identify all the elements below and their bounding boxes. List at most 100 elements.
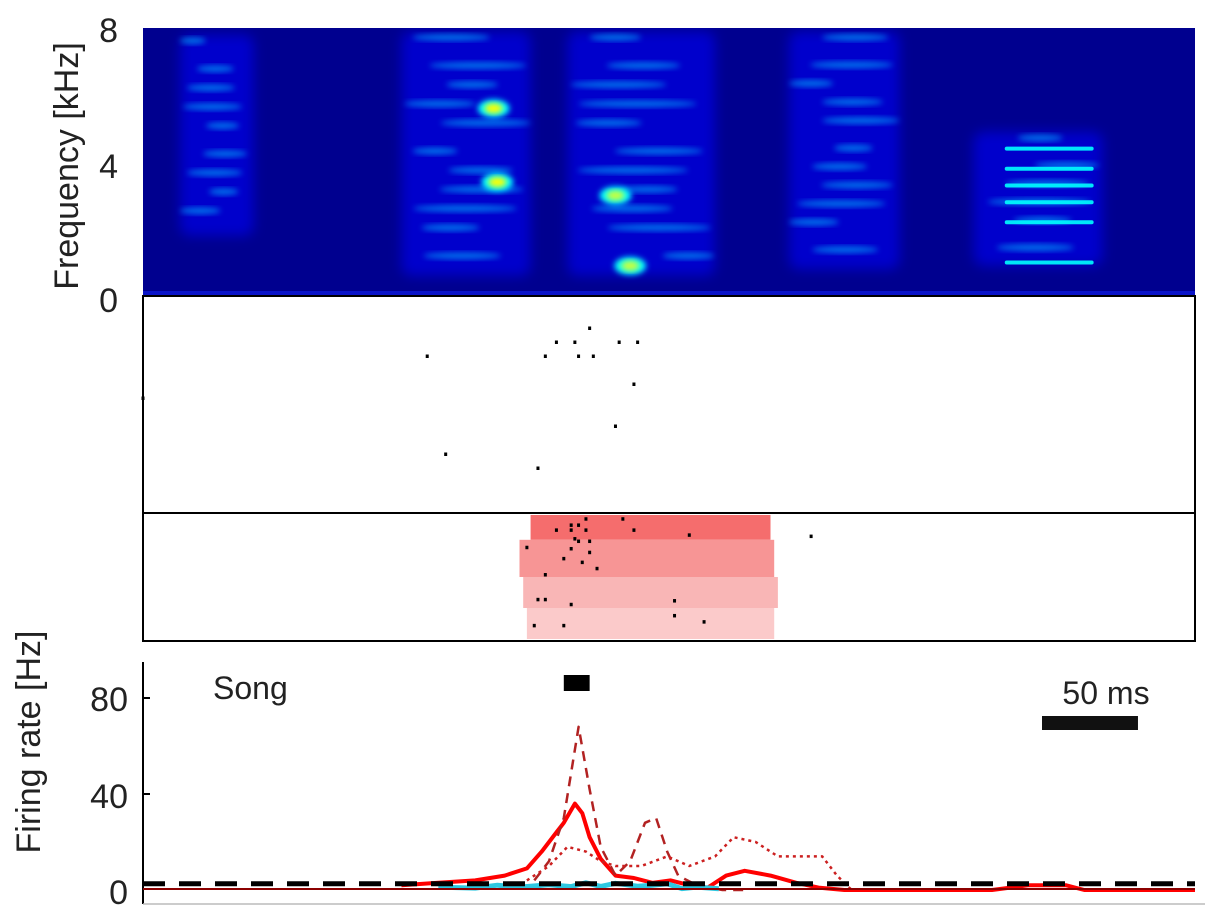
spike-bottom-22: [543, 597, 547, 602]
spike-bottom-7: [584, 528, 588, 532]
syllable-2-streak: [446, 81, 499, 89]
hotspot-1: [484, 103, 503, 114]
syllable-4-streak: [796, 200, 886, 208]
spike-top-8: [577, 354, 581, 358]
spike-top-5: [636, 340, 640, 344]
spike-top-13: [444, 452, 448, 456]
shading-band-4: [526, 608, 775, 639]
spike-bottom-18: [580, 560, 584, 565]
rate-lines: [143, 725, 1195, 892]
syllable-2-streak: [440, 119, 531, 127]
spike-bottom-4: [577, 523, 581, 527]
syllable-4-streak: [811, 163, 868, 171]
shading-band-3: [523, 577, 778, 608]
spike-bottom-21: [536, 597, 540, 602]
syllable-4-streak: [821, 116, 900, 124]
raster-panel: [141, 295, 1196, 642]
raster-frame-bottom: [142, 512, 1196, 642]
spike-bottom-13: [809, 534, 813, 539]
spike-top-4: [617, 340, 621, 344]
spike-top-6: [425, 354, 429, 358]
syllable-1-streak: [186, 84, 235, 92]
syllable-4-streak: [821, 33, 889, 41]
syllable-3-streak: [575, 119, 642, 127]
spike-bottom-5: [554, 528, 558, 532]
scalebar-label: 50 ms: [1062, 675, 1149, 711]
spectrogram-baseline: [143, 291, 1195, 297]
syllable-3-streak: [606, 61, 681, 69]
song-bar: [563, 675, 590, 691]
syllable-1-streak: [179, 207, 221, 215]
spike-top-10: [632, 382, 636, 386]
spike-bottom-11: [577, 539, 581, 544]
raster-frame-top: [142, 295, 1196, 514]
spike-bottom-26: [702, 620, 706, 624]
spike-top-11: [141, 396, 145, 400]
syllable-2-streak: [429, 61, 527, 69]
syllable-4-streak: [820, 181, 893, 189]
spike-top-7: [543, 354, 547, 358]
syllable-2-streak: [423, 252, 501, 260]
rate-ylabel: Firing rate [Hz]: [10, 631, 48, 854]
spike-bottom-19: [595, 566, 599, 571]
syllable-1-streak: [179, 37, 206, 45]
spectrogram-panel: 8 4 0 Frequency [kHz]: [48, 12, 1195, 320]
syllable-2-streak: [412, 33, 490, 41]
spike-bottom-23: [569, 602, 573, 607]
spec-ylabel: Frequency [kHz]: [48, 42, 86, 290]
spike-bottom-8: [632, 528, 636, 532]
spike-top-14: [536, 466, 540, 470]
spike-bottom-12: [588, 539, 592, 544]
syllable-2-streak: [448, 166, 513, 174]
syllable-3-streak: [577, 166, 689, 174]
spec-ytick-8: 8: [99, 12, 118, 50]
spike-bottom-14: [525, 545, 529, 550]
spike-bottom-27: [532, 623, 536, 628]
syllable-3-streak: [662, 252, 715, 260]
spike-bottom-3: [569, 523, 573, 527]
syllable-3-streak: [589, 33, 642, 41]
spike-bottom-17: [562, 556, 566, 561]
syllable-3-streak: [570, 81, 667, 89]
syllable-1-streak: [186, 169, 243, 177]
spike-bottom-6: [569, 528, 573, 532]
spike-top-3: [573, 340, 577, 344]
rate-series-1: [401, 801, 1195, 892]
syllable-5-streak: [1017, 134, 1063, 142]
spectrogram-energy: [179, 31, 1103, 276]
spike-top-1: [588, 326, 592, 330]
syllable-4-streak: [821, 98, 883, 106]
syllable-3-streak: [591, 204, 673, 212]
rate-series-3: [526, 835, 853, 891]
spec-ytick-0: 0: [99, 282, 118, 320]
syllable-3-streak: [618, 185, 678, 193]
spike-bottom-24: [673, 599, 677, 603]
syllable-1: [179, 34, 254, 236]
spike-bottom-16: [588, 550, 592, 555]
hotspot-2: [488, 177, 507, 188]
syllable-4-streak: [833, 144, 873, 152]
syllable-2-streak: [421, 224, 480, 232]
spike-bottom-2: [621, 517, 625, 521]
rate-ytick-80: 80: [90, 681, 128, 719]
raster-spikes: [141, 326, 813, 628]
spike-bottom-25: [673, 613, 677, 618]
song-label: Song: [213, 670, 288, 706]
spike-bottom-28: [562, 623, 566, 628]
syllable-3-streak: [578, 100, 697, 108]
firing-rate-panel: Song 50 ms 80 40 0 Firing rate [Hz]: [10, 631, 1205, 910]
hotspot-3: [606, 190, 625, 201]
syllable-2-streak: [413, 204, 517, 212]
syllable-4-streak: [788, 218, 839, 226]
syllable-1-streak: [208, 188, 239, 196]
shading-band-1: [530, 515, 771, 540]
rate-ytick-40: 40: [90, 778, 128, 816]
hotspot-4: [621, 260, 640, 271]
syllable-4-streak: [809, 61, 894, 69]
spike-bottom-9: [687, 533, 691, 537]
syllable-2-streak: [404, 100, 476, 108]
syllable-3-streak: [614, 147, 704, 155]
scalebar: [1042, 716, 1138, 730]
raster-shading: [519, 515, 778, 639]
